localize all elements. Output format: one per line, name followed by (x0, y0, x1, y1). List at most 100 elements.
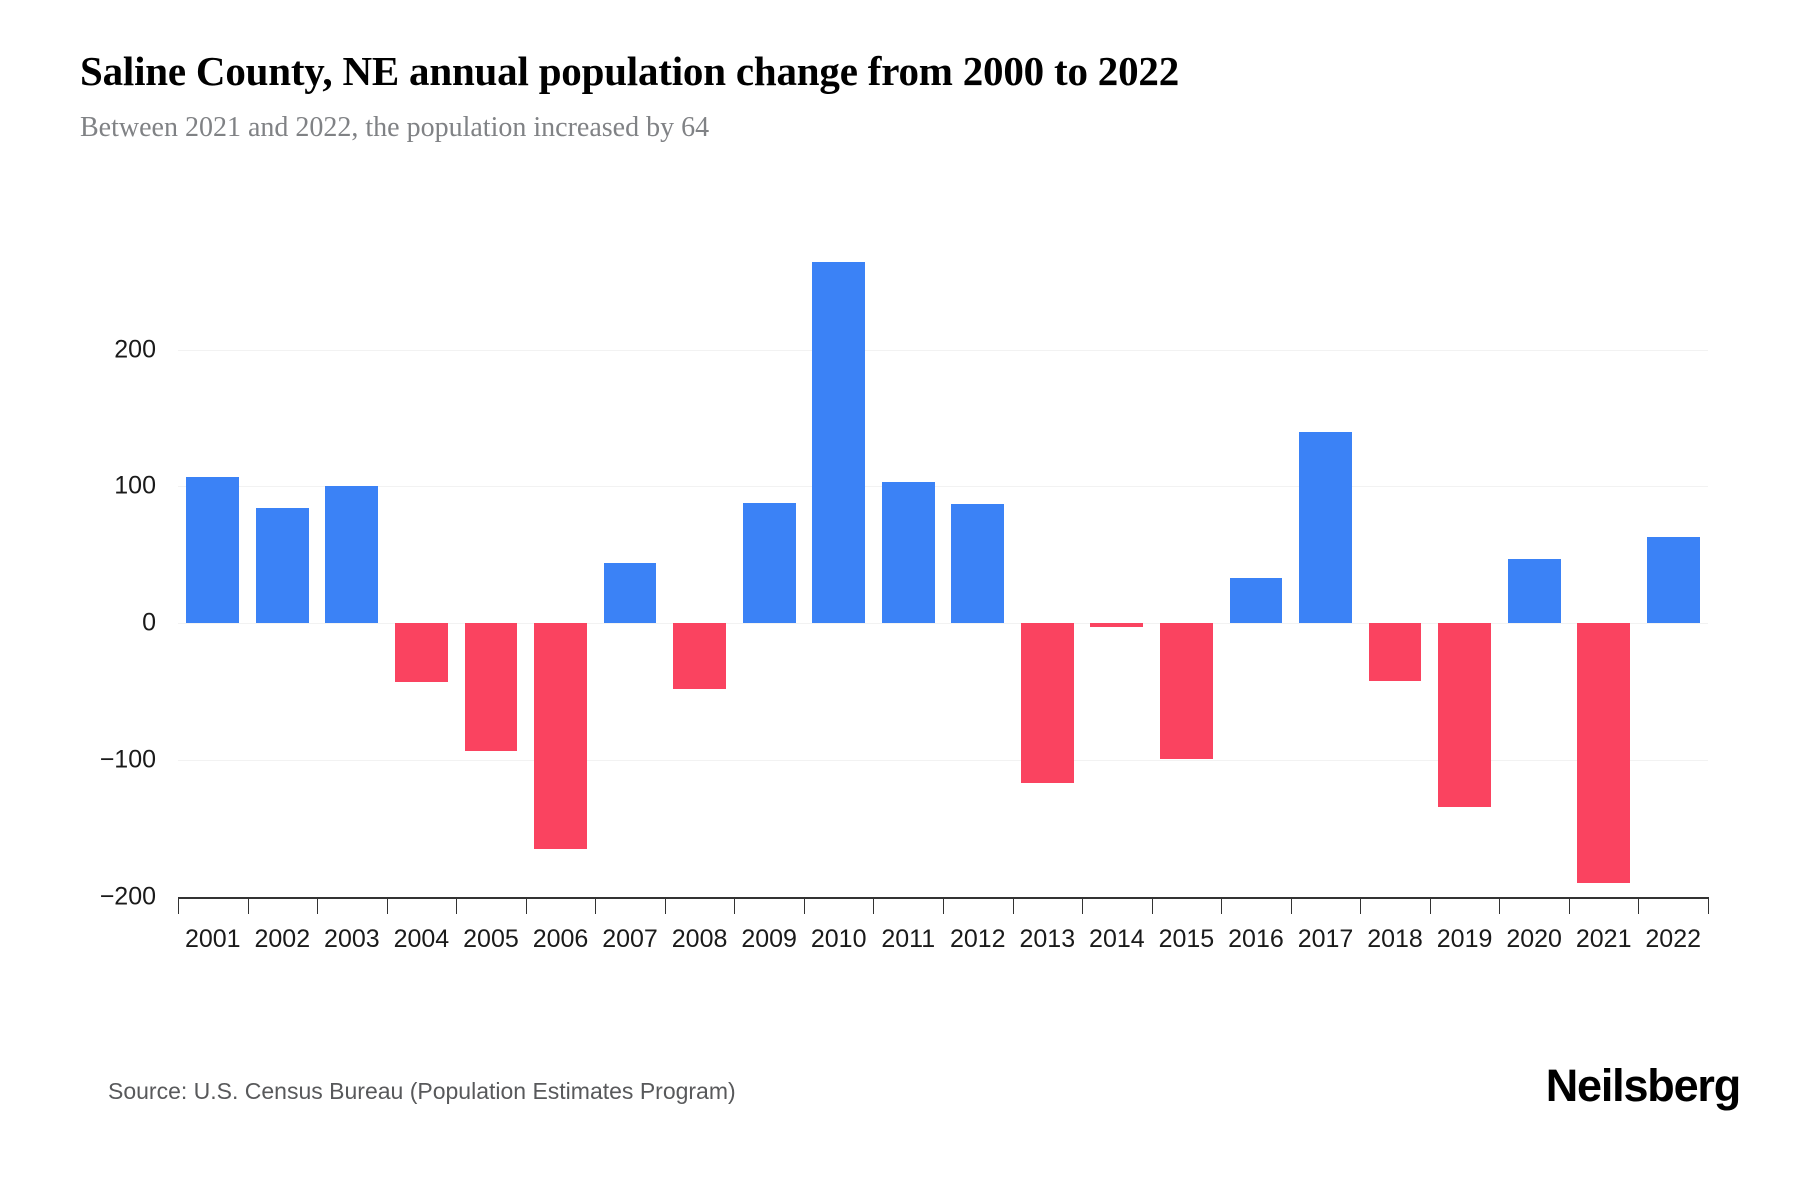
x-axis-tickmark (1429, 897, 1431, 914)
bar-slot (873, 240, 943, 897)
x-axis-tick-label-2015: 2015 (1158, 925, 1215, 953)
bar-2016[interactable] (1229, 578, 1283, 624)
x-axis-tickmark (1012, 897, 1014, 914)
bar-slot (1430, 240, 1500, 897)
x-axis-tickmark (456, 897, 458, 914)
bar-slot (734, 240, 804, 897)
x-axis-tickmark (247, 897, 249, 914)
bar-2013[interactable] (1020, 623, 1074, 784)
x-axis-tickmark (525, 897, 527, 914)
bar-slot (1152, 240, 1222, 897)
x-axis-tick-label-2022: 2022 (1645, 925, 1702, 953)
x-axis-tickmark (1221, 897, 1223, 914)
x-axis-tick-label-2003: 2003 (324, 925, 380, 953)
x-axis-tickmark (873, 897, 875, 914)
bar-2014[interactable] (1090, 623, 1144, 628)
x-axis-tickmark (1638, 897, 1640, 914)
x-axis-tick-label-2011: 2011 (881, 925, 936, 953)
x-axis-tickmark (1290, 897, 1292, 914)
x-axis-tickmark (803, 897, 805, 914)
page-title: Saline County, NE annual population chan… (80, 48, 1180, 94)
gridline-0 (178, 623, 1708, 625)
x-axis-tick-label-2016: 2016 (1228, 925, 1284, 953)
y-axis-tick-label: 200 (114, 335, 156, 363)
bar-slot (456, 240, 526, 897)
y-axis-tick-label: 100 (114, 471, 156, 500)
bar-slot (804, 240, 874, 897)
chart-header: Saline County, NE annual population chan… (80, 48, 1720, 145)
bar-slot (526, 240, 596, 897)
bar-slot (665, 240, 735, 897)
x-axis-tickmark (386, 897, 388, 914)
bar-slot (1360, 240, 1430, 897)
y-axis-tick-label: −100 (99, 745, 156, 774)
bar-2001[interactable] (186, 476, 240, 624)
x-axis-tickmark (943, 897, 944, 914)
x-axis-tickmark (1568, 897, 1570, 914)
bar-2009[interactable] (742, 502, 796, 624)
x-axis-tick-label-2002: 2002 (254, 925, 311, 953)
bar-slot (1013, 240, 1083, 897)
chart-subtitle: Between 2021 and 2022, the population in… (80, 112, 710, 144)
brand-logo: Neilsberg (1545, 1060, 1741, 1111)
bar-2004[interactable] (394, 623, 448, 683)
bar-slot (1291, 240, 1361, 897)
x-axis-tick-label-2018: 2018 (1367, 925, 1423, 953)
bar-2017[interactable] (1299, 431, 1352, 624)
x-axis-tick-label-2014: 2014 (1089, 925, 1145, 953)
x-axis-tickmark (317, 897, 319, 914)
bar-slot (1221, 240, 1291, 897)
x-axis-tick-label-2012: 2012 (949, 925, 1006, 953)
bar-slot (387, 240, 457, 897)
x-axis-tick-label-2004: 2004 (393, 925, 450, 953)
x-axis-tick-label-2008: 2008 (671, 925, 728, 953)
bars-group (178, 240, 1708, 897)
gridline-100 (178, 486, 1708, 488)
bar-slot (1082, 240, 1152, 897)
x-axis-tick-label-2007: 2007 (602, 925, 658, 953)
bar-2011[interactable] (881, 482, 935, 624)
x-axis-tickmark (1151, 897, 1153, 914)
bar-slot (595, 240, 665, 897)
bar-2010[interactable] (812, 261, 866, 624)
bar-slot (943, 240, 1013, 897)
x-axis-tick-label-2021: 2021 (1575, 925, 1632, 953)
x-axis-tickmark (1360, 897, 1362, 914)
x-axis-tick-label-2006: 2006 (532, 925, 589, 953)
bar-2020[interactable] (1507, 558, 1561, 624)
x-axis-tickmark (1708, 897, 1709, 914)
y-axis-tick-label: −200 (99, 882, 156, 911)
bar-2019[interactable] (1438, 623, 1491, 807)
bar-slot (1499, 240, 1569, 897)
bar-2006[interactable] (534, 623, 587, 850)
bar-2018[interactable] (1368, 623, 1422, 681)
bar-2007[interactable] (603, 563, 657, 624)
x-axis-tick-label-2019: 2019 (1436, 925, 1493, 953)
bar-2022[interactable] (1646, 537, 1700, 624)
x-axis-tickmark (1082, 897, 1084, 914)
bar-slot (1569, 240, 1639, 897)
x-axis-tick-label-2005: 2005 (463, 925, 519, 953)
bar-slot (317, 240, 387, 897)
bar-2003[interactable] (325, 486, 379, 624)
bar-2008[interactable] (673, 623, 726, 689)
bar-slot (248, 240, 318, 897)
bar-2005[interactable] (464, 623, 518, 751)
bar-slot (178, 240, 248, 897)
x-axis-tickmark (734, 897, 736, 914)
x-axis-tick-label-2013: 2013 (1019, 925, 1076, 953)
x-axis-tickmark (178, 897, 179, 914)
bar-2002[interactable] (255, 508, 309, 624)
x-axis-tickmark (595, 897, 597, 914)
x-axis-tick-label-2020: 2020 (1506, 925, 1562, 953)
x-axis-tick-label-2009: 2009 (741, 925, 797, 953)
source-note: Source: U.S. Census Bureau (Population E… (108, 1078, 736, 1104)
bar-2021[interactable] (1577, 623, 1631, 884)
x-axis-tickmark (1499, 897, 1501, 914)
bar-2015[interactable] (1159, 623, 1213, 759)
bar-2012[interactable] (951, 504, 1005, 624)
x-axis-tickmark (664, 897, 666, 914)
y-axis-tick-label: 0 (142, 608, 156, 637)
gridline--100 (178, 760, 1708, 762)
